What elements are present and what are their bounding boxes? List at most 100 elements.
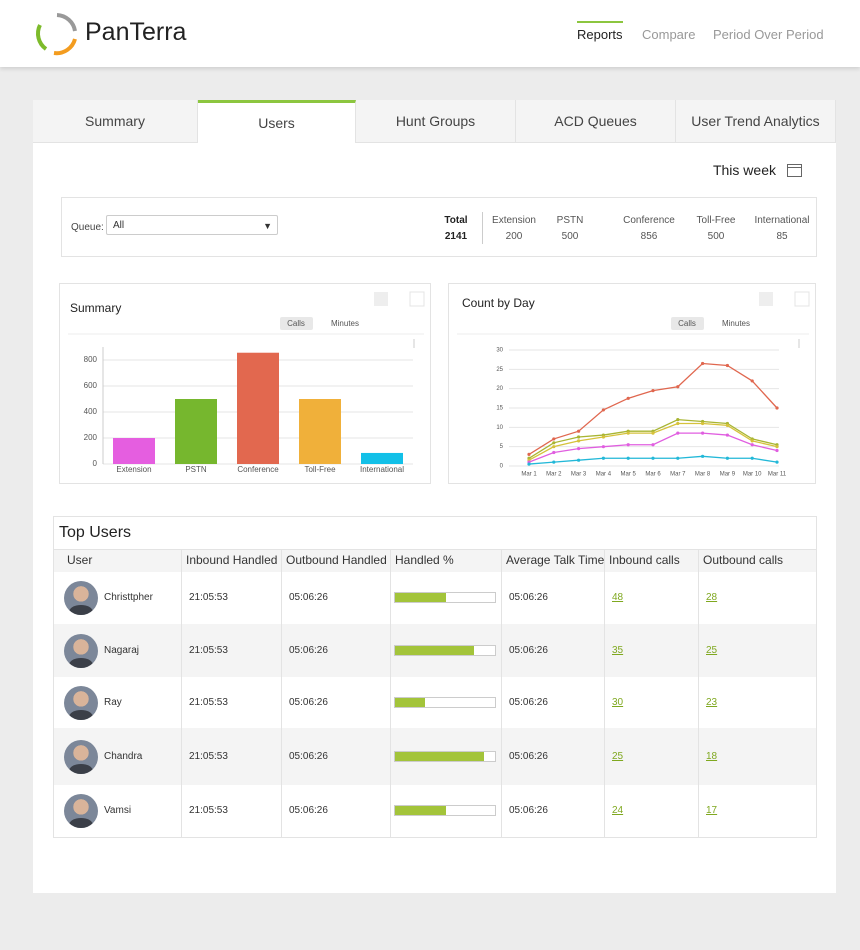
y-tick-label: 400 (84, 407, 98, 416)
tab[interactable]: ACD Queues (516, 100, 676, 143)
series-point (626, 431, 630, 435)
bar (299, 399, 341, 464)
handled-bar (395, 593, 446, 602)
series-point (775, 460, 779, 464)
x-tick-label: Mar 11 (768, 472, 787, 478)
nav-link[interactable]: Compare (642, 27, 696, 42)
handled-bar-track (394, 592, 496, 603)
tab[interactable]: User Trend Analytics (676, 100, 836, 143)
calls-link[interactable]: 48 (612, 592, 624, 603)
handled-bar-track (394, 696, 496, 708)
series-point (552, 441, 556, 445)
time-cell: 05:06:26 (509, 750, 548, 762)
x-tick-label: International (360, 465, 404, 474)
x-tick-label: Mar 8 (695, 472, 711, 478)
toggle-active (671, 317, 704, 330)
series-point (701, 361, 705, 366)
time-cell: 05:06:26 (289, 592, 328, 603)
series-point (601, 445, 605, 449)
stat-label: International (754, 215, 810, 226)
series-point (626, 443, 630, 447)
bar (237, 352, 279, 464)
column-header: User (67, 553, 93, 567)
calls-link[interactable]: 24 (612, 805, 624, 816)
stats-separator (482, 212, 483, 244)
calendar-frame (787, 164, 802, 177)
handled-bar-track (394, 750, 496, 762)
calls-link[interactable]: 23 (706, 696, 718, 708)
time-cell: 05:06:26 (289, 644, 328, 656)
y-tick-label: 800 (84, 355, 98, 364)
calls-link[interactable]: 35 (612, 644, 624, 656)
x-tick-label: Conference (237, 465, 279, 474)
column-header: Outbound calls (703, 553, 784, 567)
avatar (64, 581, 98, 615)
chart-title: Count by Day (462, 296, 535, 310)
handled-bar (395, 751, 484, 761)
series-point (601, 435, 605, 439)
time-cell: 05:06:26 (509, 805, 548, 816)
queue-select[interactable]: All ▼ (106, 215, 278, 235)
tab[interactable]: Hunt Groups (356, 100, 516, 143)
avatar-body (69, 763, 93, 774)
stat-value: 500 (707, 231, 725, 242)
expand-icon (794, 291, 810, 307)
series-point (676, 421, 680, 426)
calendar[interactable] (786, 162, 804, 178)
calls-link[interactable]: 17 (706, 805, 718, 816)
series-point (577, 435, 581, 439)
time-cell: 21:05:53 (189, 696, 228, 708)
x-tick-label: Toll-Free (304, 465, 336, 474)
column-header: Inbound calls (609, 553, 680, 567)
chart-toggle: Minutes (722, 319, 750, 328)
column-header: Outbound Handled (286, 553, 387, 567)
series-point (676, 385, 680, 389)
series-point (725, 423, 729, 427)
series-point (725, 363, 729, 368)
series-point (527, 462, 531, 466)
series-point (626, 456, 630, 460)
stat-label: Total (444, 215, 468, 226)
y-tick-label: 600 (84, 381, 98, 390)
calls-link[interactable]: 30 (612, 696, 624, 708)
series-point (601, 456, 605, 460)
stats-box: Queue: All ▼ Total 2141 Extension 200 PSTN 500 Co… (61, 197, 817, 257)
tab[interactable]: Users (198, 100, 356, 143)
column-divider (181, 549, 182, 837)
stat-value: 200 (505, 231, 523, 242)
series-line (528, 418, 778, 459)
stat-value: 2141 (444, 231, 468, 242)
avatar (64, 685, 98, 720)
x-tick-label: Mar 7 (670, 472, 686, 478)
column-divider (501, 549, 502, 837)
calls-link[interactable]: 25 (612, 750, 624, 762)
filter-label: Queue: (71, 222, 104, 233)
period-label[interactable]: This week (712, 162, 776, 178)
series-point (775, 445, 779, 449)
avatar-body (69, 605, 93, 615)
y-tick-label: 200 (84, 433, 98, 442)
avatar (64, 794, 98, 828)
bar (113, 438, 155, 464)
x-tick-label: Extension (116, 465, 151, 474)
chart-toggle: Calls (287, 319, 305, 328)
series-point (750, 439, 754, 443)
avatar-body (69, 709, 93, 720)
nav-link[interactable]: Reports (577, 21, 623, 42)
user-name: Nagaraj (104, 644, 140, 656)
nav-link[interactable]: Period Over Period (713, 27, 824, 42)
chart-card: Summary Calls Minutes 0 200 400 600 800 Extensio… (59, 283, 431, 484)
calls-link[interactable]: 25 (706, 644, 718, 656)
series-point (651, 431, 655, 435)
x-tick-label: Mar 3 (571, 472, 587, 478)
calls-link[interactable]: 28 (706, 592, 718, 603)
x-tick-label: Mar 4 (596, 472, 612, 478)
chart-icon (374, 292, 388, 306)
calls-link[interactable]: 18 (706, 750, 718, 762)
logo-text: PanTerra (85, 18, 187, 46)
tab[interactable]: Summary (33, 100, 198, 143)
series-point (552, 450, 556, 455)
series-point (750, 456, 754, 460)
